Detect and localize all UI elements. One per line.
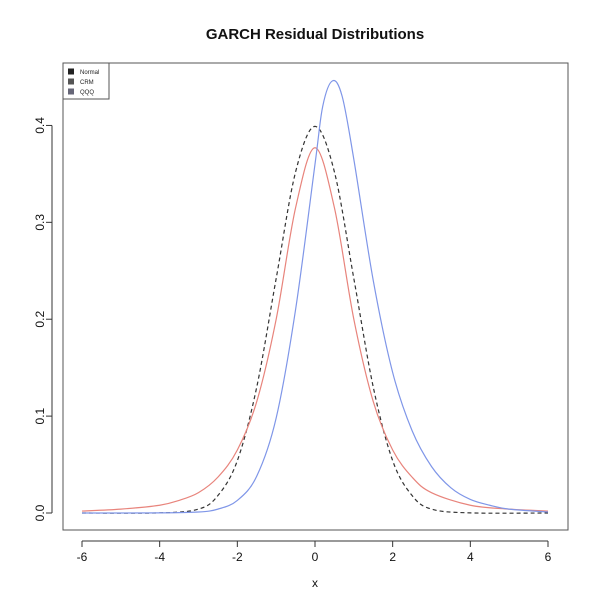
y-tick-label: 0.1 — [33, 407, 47, 424]
chart-title: GARCH Residual Distributions — [206, 26, 424, 43]
x-tick-label: 6 — [545, 550, 552, 564]
legend-swatch-normal — [68, 68, 74, 75]
series-line-crm — [81, 147, 549, 512]
x-tick-label: 2 — [389, 550, 396, 564]
x-tick-label: -2 — [232, 550, 243, 564]
y-tick-label: 0.0 — [33, 504, 47, 521]
x-tick-label: 0 — [312, 550, 319, 564]
legend-swatch-crm — [68, 78, 74, 85]
series-line-qqq — [81, 79, 549, 514]
y-tick-label: 0.3 — [33, 214, 47, 231]
legend-label-qqq: QQQ — [80, 90, 94, 96]
x-tick-label: 4 — [467, 550, 474, 564]
legend-swatch-qqq — [68, 88, 74, 95]
plot-frame — [62, 62, 569, 531]
y-tick-label: 0.4 — [33, 117, 47, 134]
series-line-normal — [81, 125, 549, 514]
axes: -6 -4 -2 0 2 4 6 0.0 0.1 0.2 0.3 0.4 — [33, 117, 552, 564]
y-tick-label: 0.2 — [33, 311, 47, 328]
x-tick-label: -6 — [77, 550, 88, 564]
legend: Normal CRM QQQ — [62, 62, 110, 100]
legend-label-normal: Normal — [80, 70, 99, 76]
legend-label-crm: CRM — [80, 80, 94, 86]
x-tick-label: -4 — [154, 550, 165, 564]
series-layer — [81, 79, 549, 514]
x-axis-label: x — [312, 576, 318, 590]
